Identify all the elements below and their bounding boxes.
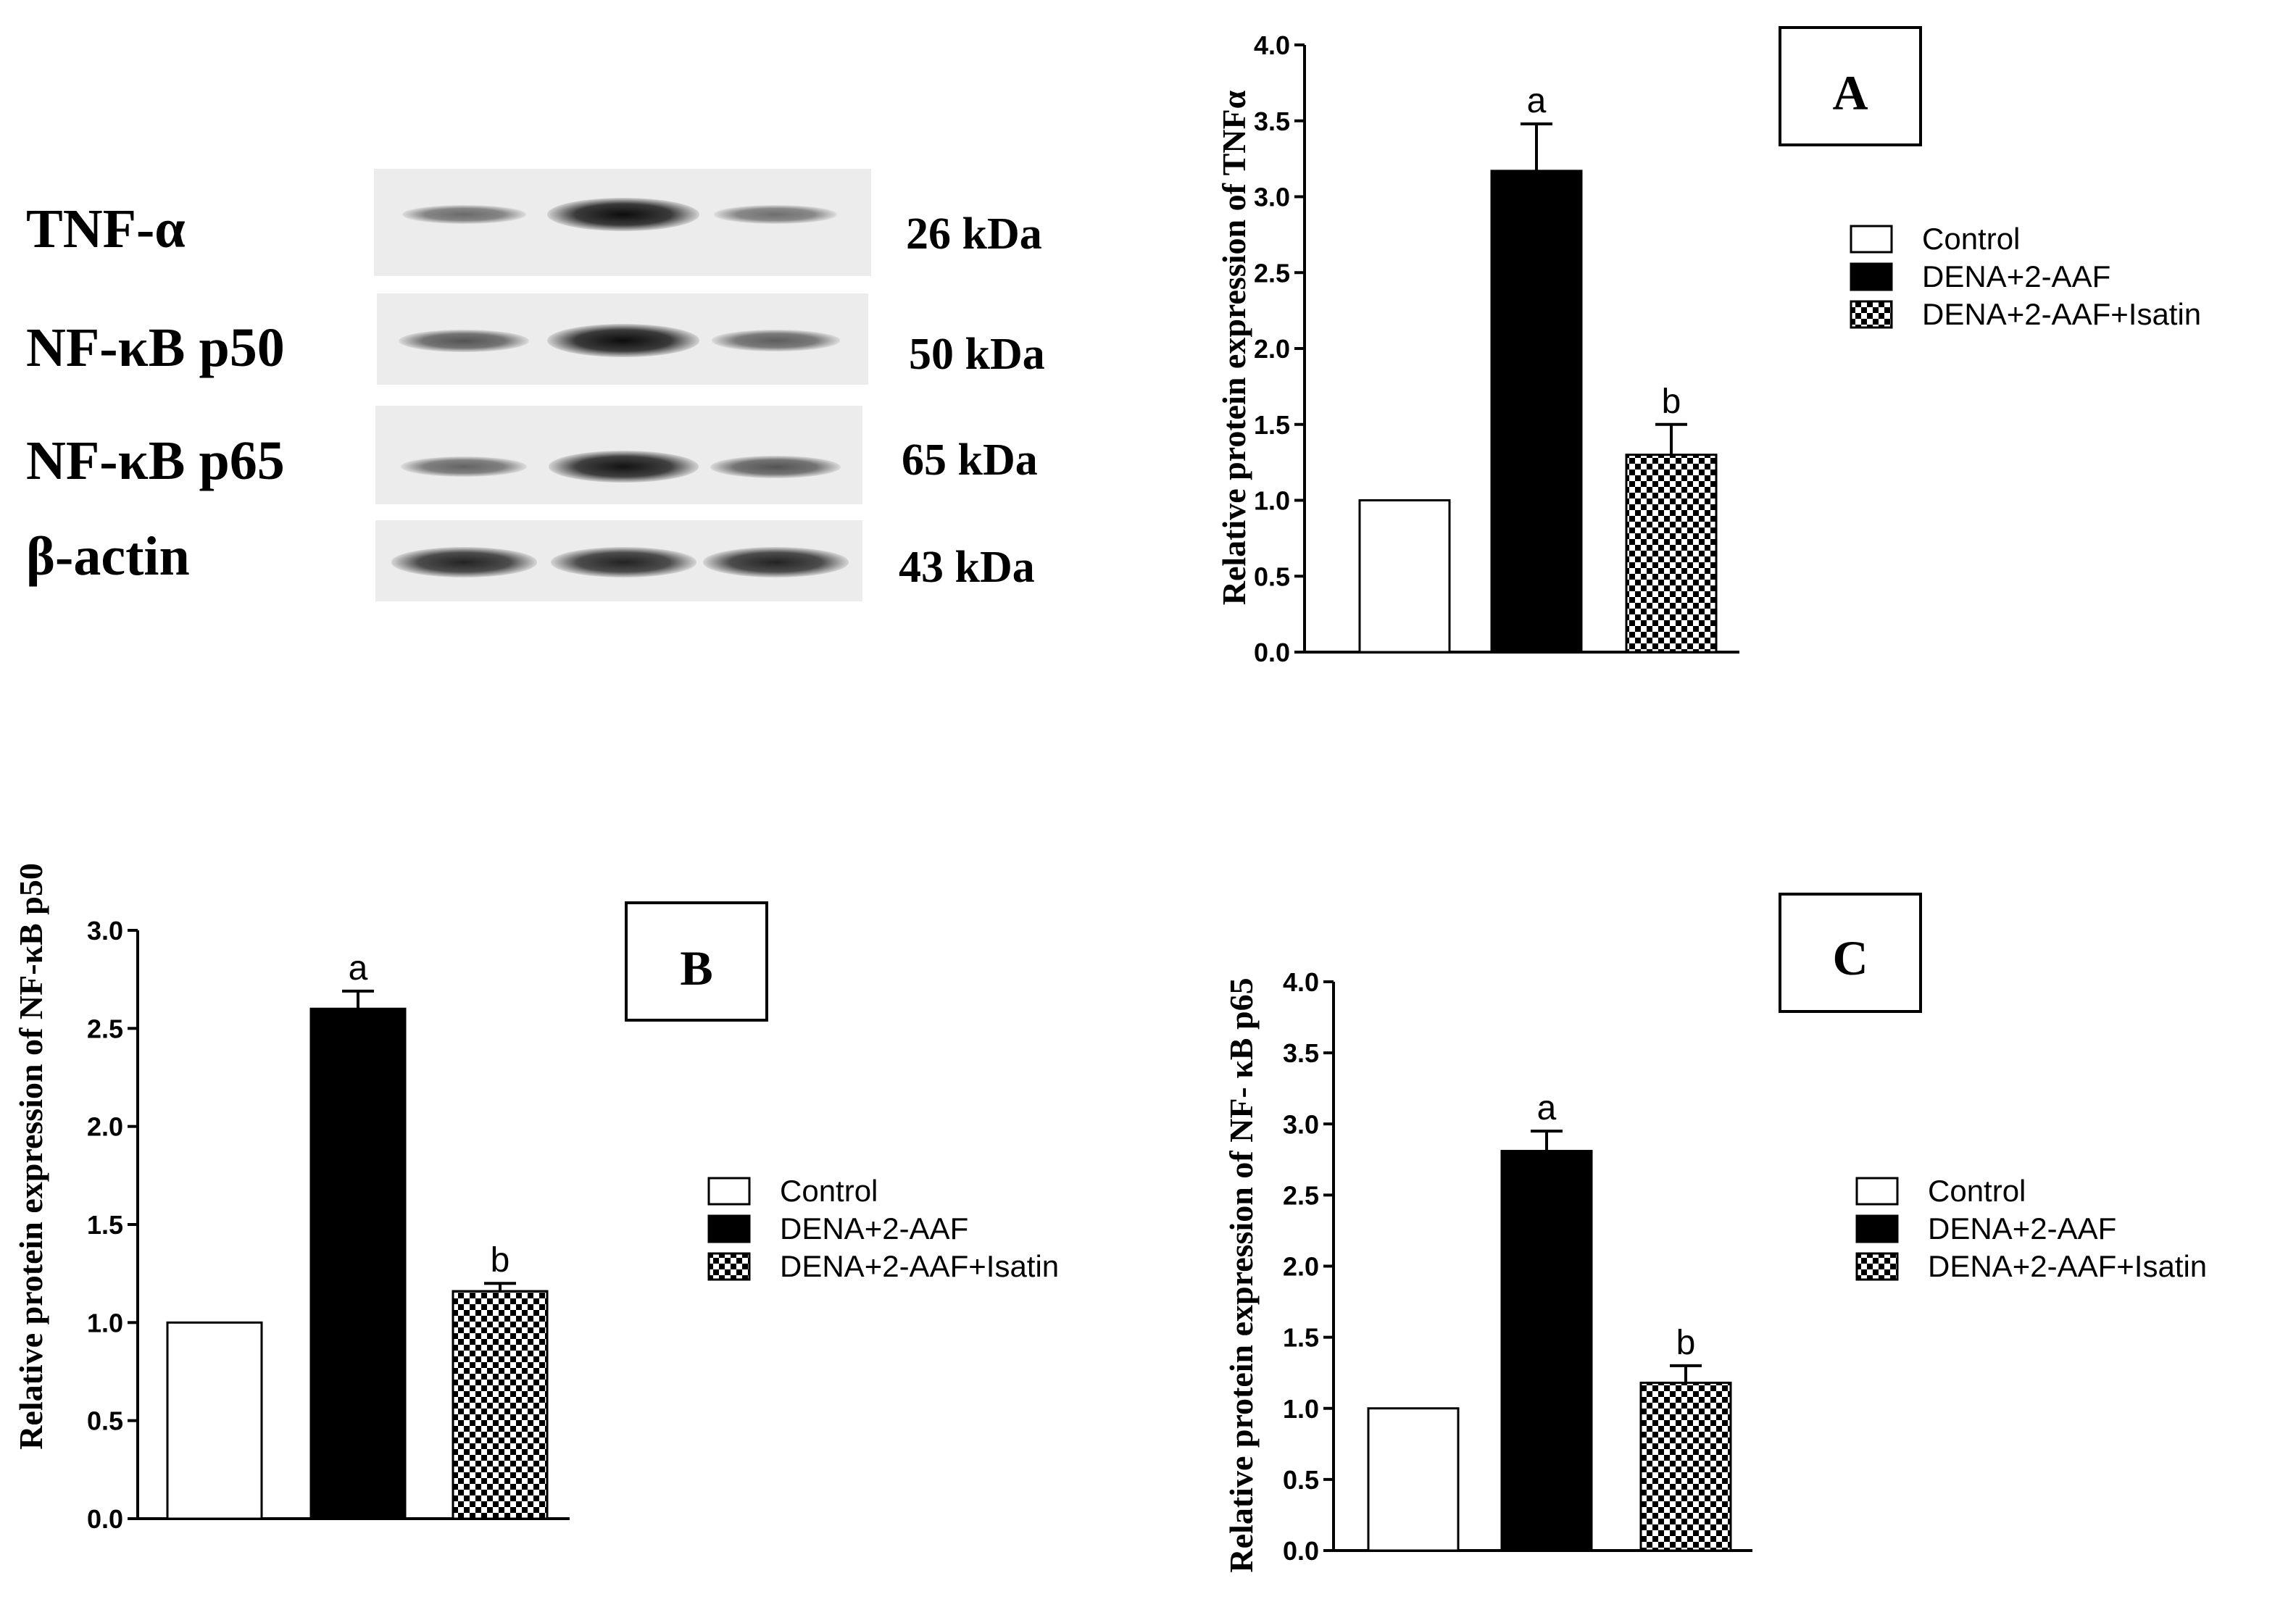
y-tick-label-b: 2.0 — [87, 1112, 123, 1142]
y-tick-label-a: 4.0 — [1254, 30, 1290, 60]
blot-band — [399, 329, 529, 352]
significance-label-c-3: b — [1676, 1324, 1696, 1362]
bar-c-1 — [1367, 1407, 1460, 1552]
legend-swatch-c-3 — [1855, 1252, 1899, 1281]
blot-band — [401, 456, 527, 477]
legend-label-a-1: Control — [1922, 222, 2020, 256]
blot-band — [548, 450, 699, 483]
blot-band — [710, 455, 841, 478]
legend-swatch-a-1 — [1850, 225, 1893, 254]
y-axis-label-b: Relative protein expression of NF-κB p50 — [12, 863, 49, 1450]
y-tick-label-b: 2.5 — [87, 1014, 123, 1043]
y-tick-label-a: 3.0 — [1254, 183, 1290, 212]
y-tick-label-a: 1.5 — [1254, 410, 1290, 440]
significance-label-a-2: a — [1527, 82, 1547, 120]
legend-swatch-b-2 — [707, 1214, 751, 1243]
blot-label-actin: β-actin — [26, 526, 190, 587]
bar-b-3 — [452, 1290, 549, 1520]
panel-box-b — [625, 901, 768, 1022]
blot-band — [711, 330, 840, 351]
y-tick-label-c: 4.0 — [1283, 967, 1319, 997]
y-tick-label-a: 2.5 — [1254, 258, 1290, 288]
panel-label-a: A — [1832, 65, 1868, 120]
legend-label-c-2: DENA+2-AAF — [1928, 1211, 2116, 1246]
significance-label-a-3: b — [1662, 383, 1681, 421]
y-tick-label-a: 3.5 — [1254, 107, 1290, 136]
y-tick-label-b: 3.0 — [87, 916, 123, 946]
legend-swatch-b-1 — [707, 1177, 751, 1206]
panel-label-c: C — [1832, 930, 1868, 985]
bar-b-1 — [166, 1321, 263, 1520]
legend-label-a-2: DENA+2-AAF — [1922, 259, 2110, 293]
panel-box-a — [1779, 26, 1922, 146]
y-tick-label-c: 3.0 — [1283, 1109, 1319, 1139]
blot-label-p65: NF-κB p65 — [26, 430, 285, 491]
y-tick-label-c: 3.5 — [1283, 1038, 1319, 1068]
bar-c-3 — [1639, 1381, 1732, 1552]
y-tick-label-a: 0.5 — [1254, 562, 1290, 591]
y-tick-label-c: 0.5 — [1283, 1465, 1319, 1495]
panel-box-c — [1779, 893, 1922, 1013]
y-tick-label-b: 0.0 — [87, 1504, 123, 1534]
legend-label-b-1: Control — [780, 1174, 878, 1208]
legend-swatch-a-2 — [1850, 262, 1893, 291]
y-tick-label-c: 2.0 — [1283, 1252, 1319, 1282]
blot-band — [702, 547, 849, 577]
legend-swatch-b-3 — [707, 1252, 751, 1281]
blot-band — [550, 547, 696, 577]
blot-size-actin: 43 kDa — [899, 543, 1035, 592]
bar-c-2 — [1500, 1150, 1593, 1552]
legend-swatch-c-1 — [1855, 1177, 1899, 1206]
bar-a-1 — [1358, 499, 1451, 654]
y-axis-label-a: Relative protein expression of TNFα — [1215, 90, 1252, 605]
blot-band — [714, 205, 837, 224]
y-tick-label-b: 1.0 — [87, 1308, 123, 1338]
bar-b-2 — [309, 1007, 407, 1520]
y-tick-label-c: 0.0 — [1283, 1536, 1319, 1566]
y-tick-label-a: 0.0 — [1254, 638, 1290, 667]
blot-band — [547, 198, 699, 231]
y-tick-label-a: 1.0 — [1254, 486, 1290, 516]
blot-size-p65: 65 kDa — [902, 435, 1038, 485]
legend-swatch-a-3 — [1850, 300, 1893, 329]
y-tick-label-b: 0.5 — [87, 1406, 123, 1436]
legend-label-a-3: DENA+2-AAF+Isatin — [1922, 297, 2201, 331]
legend-label-c-1: Control — [1928, 1174, 2026, 1208]
bar-a-2 — [1490, 170, 1583, 654]
blot-size-p50: 50 kDa — [909, 330, 1045, 379]
significance-label-c-2: a — [1537, 1089, 1557, 1127]
y-tick-label-c: 2.5 — [1283, 1180, 1319, 1210]
blot-band — [547, 324, 699, 357]
blot-band — [402, 204, 526, 225]
y-axis-label-c: Relative protein expression of NF- κB p6… — [1223, 977, 1260, 1572]
significance-label-b-3: b — [491, 1241, 510, 1280]
legend-label-c-3: DENA+2-AAF+Isatin — [1928, 1249, 2207, 1283]
bar-a-3 — [1625, 454, 1718, 654]
panel-label-b: B — [680, 940, 712, 996]
legend-label-b-2: DENA+2-AAF — [780, 1211, 968, 1246]
y-tick-label-a: 2.0 — [1254, 334, 1290, 364]
blot-size-tnf: 26 kDa — [906, 209, 1042, 259]
blot-label-p50: NF-κB p50 — [26, 317, 285, 378]
y-tick-label-c: 1.0 — [1283, 1394, 1319, 1424]
legend-label-b-3: DENA+2-AAF+Isatin — [780, 1249, 1059, 1283]
blot-label-tnf: TNF-α — [26, 199, 186, 259]
y-tick-label-b: 1.5 — [87, 1210, 123, 1240]
significance-label-b-2: a — [349, 949, 368, 988]
legend-swatch-c-2 — [1855, 1214, 1899, 1243]
blot-band — [391, 547, 537, 577]
y-tick-label-c: 1.5 — [1283, 1323, 1319, 1353]
